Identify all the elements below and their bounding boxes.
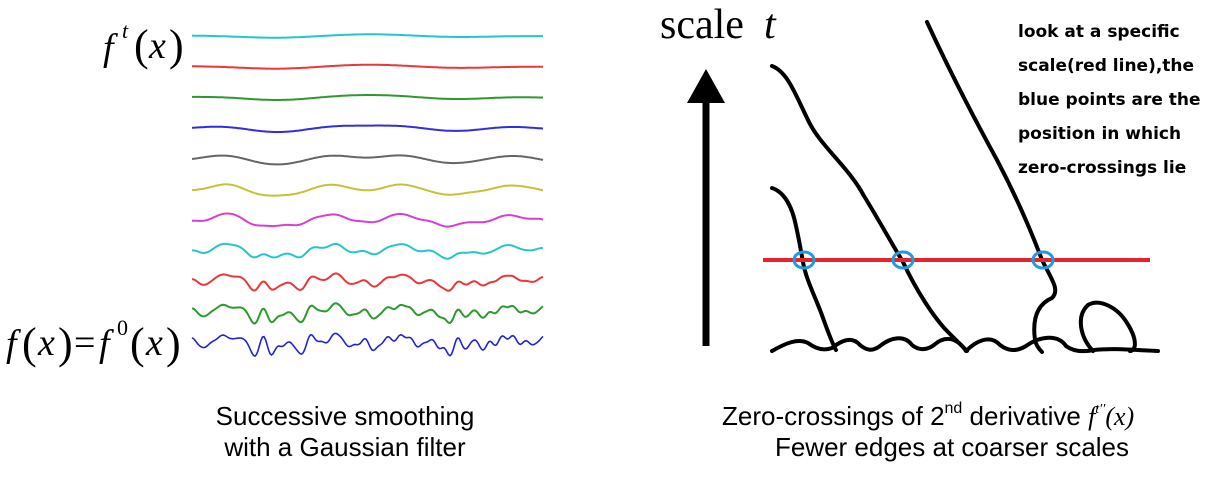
smoothed-signal-curve [191,154,544,166]
note-line: zero-crossings lie [1018,158,1186,178]
right-caption-line2: Fewer edges at coarser scales [775,432,1129,462]
label-t-superscript: t [122,18,129,43]
label-lparen: ( [130,319,145,368]
original-signal-curve [191,332,544,358]
axis-label-t: t [764,2,777,48]
contour-middle [770,64,969,353]
scale-axis-arrow [687,69,725,346]
zero-crossing-marker [891,250,915,270]
left-caption-line1: Successive smoothing [216,401,475,431]
smoothing-curves [191,33,544,358]
label-x: x [145,322,163,364]
zero-crossing-marker [1031,250,1055,270]
label-rparen: ) [58,319,73,368]
zero-crossing-marker [792,250,816,270]
smoothed-signal-curve [192,63,543,70]
label-f: f [99,323,114,365]
label-x: x [148,25,166,67]
label-f: f [103,27,118,69]
caption-t-primes: t′′ [1095,402,1106,417]
caption-prefix: Zero-crossings of 2 [722,401,945,431]
label-equals: = [74,322,95,364]
label-lparen: ( [22,319,37,368]
scale-axis-label: scale t [660,2,777,48]
annotation-note: look at a specific scale(red line),the b… [1018,22,1201,178]
caption-superscript: nd [945,400,963,417]
label-x: x [37,322,55,364]
label-zero-superscript: 0 [117,315,128,340]
contour-baseline [770,335,1160,354]
smoothed-signal-curve [191,302,544,325]
axis-arrowhead [687,69,725,103]
smoothed-signal-curve [191,272,544,292]
note-line: scale(red line),the [1018,56,1194,76]
label-rparen: ) [169,21,184,70]
zero-crossing-contours [770,20,1160,354]
note-line: blue points are the [1018,90,1201,110]
smoothed-signal-curve [192,33,543,39]
caption-mid: derivative [962,401,1088,431]
smoothed-signal-curve [191,183,544,197]
left-caption-line2: with a Gaussian filter [223,432,466,462]
smoothed-signal-label: f t ( x ) [103,18,184,70]
axis-label-scale: scale [660,2,744,48]
label-f: f [6,323,21,365]
label-lparen: ( [134,21,149,70]
smoothed-signal-curve [192,242,544,260]
label-rparen: ) [166,319,181,368]
contour-right-loop [1078,300,1137,353]
right-caption-line1: Zero-crossings of 2nd derivative ft′′(x) [722,400,1134,431]
caption-f: f [1088,402,1099,431]
smoothed-signal-curve [191,94,543,101]
zero-crossing-markers [792,250,1055,270]
note-line: position in which [1018,124,1181,144]
original-signal-label: f ( x ) = f 0 ( x ) [6,315,181,368]
caption-arg: (x) [1105,402,1134,431]
smoothed-signal-curve [192,212,544,228]
note-line: look at a specific [1018,22,1180,42]
smoothed-signal-curve [191,124,544,134]
